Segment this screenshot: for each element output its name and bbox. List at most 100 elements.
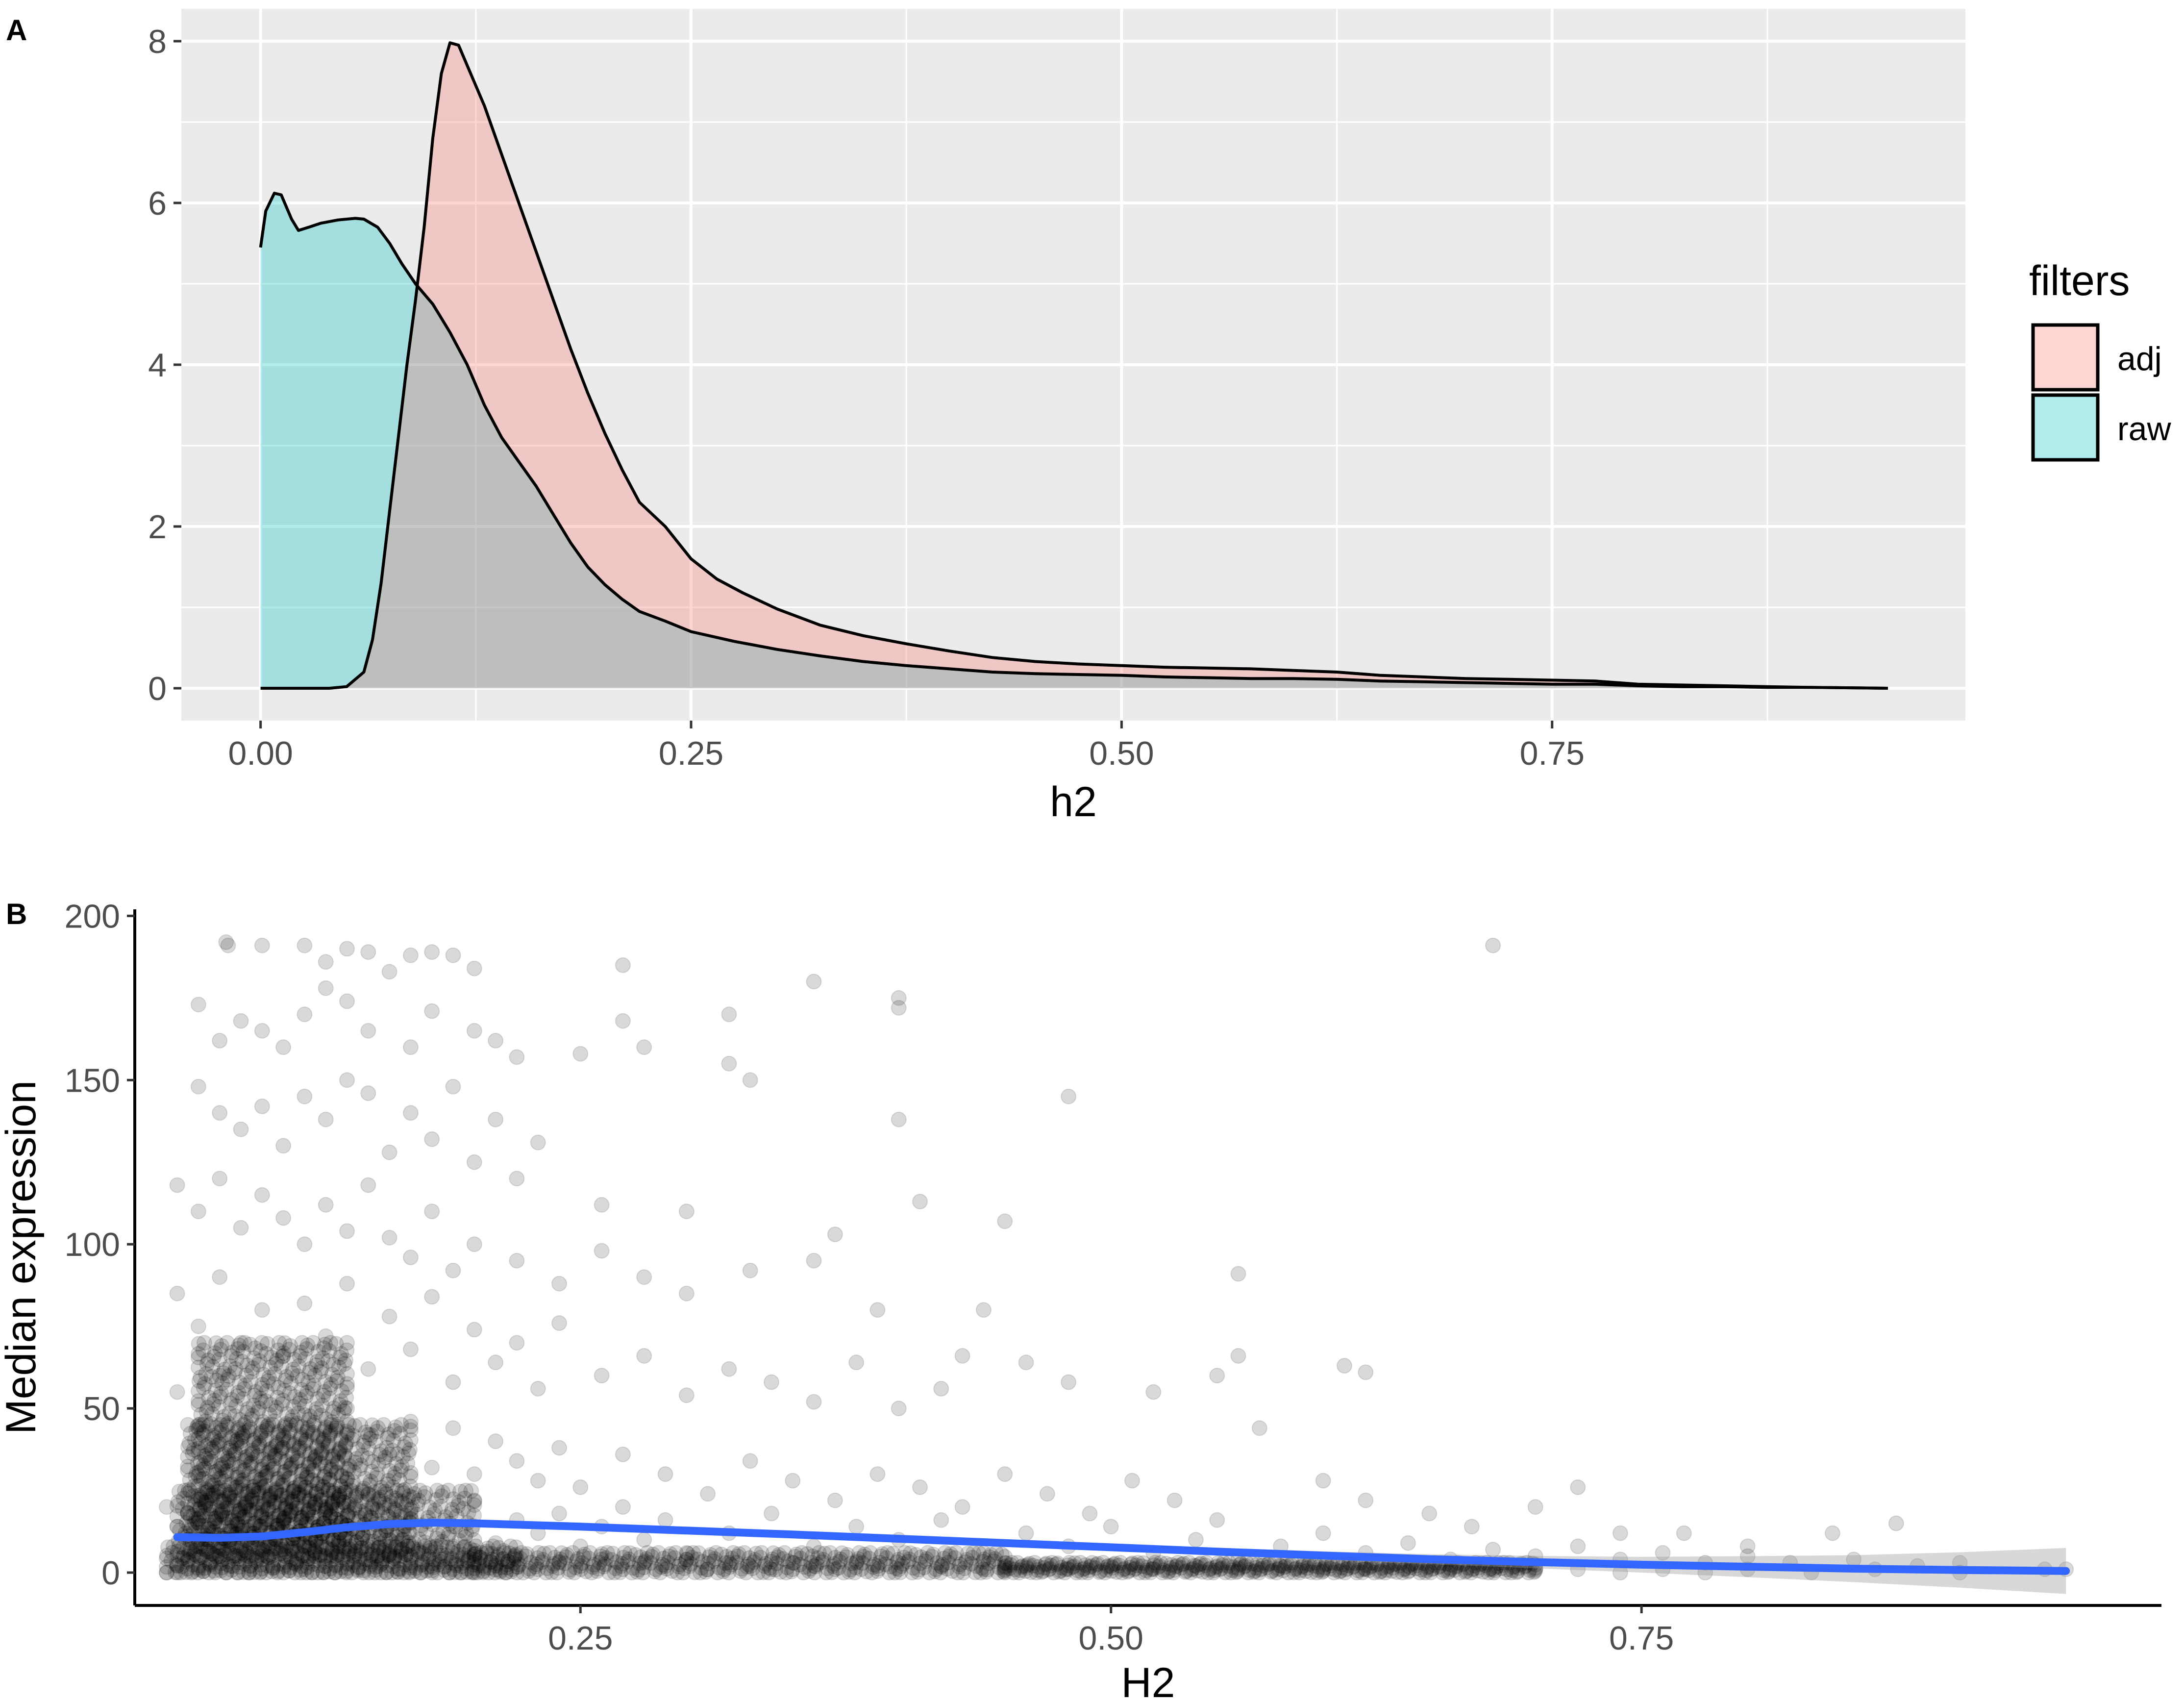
scatter-point — [806, 1394, 822, 1410]
scatter-point — [313, 1547, 329, 1563]
scatter-point — [385, 1432, 401, 1449]
scatter-point — [184, 1518, 200, 1534]
scatter-point — [402, 1505, 419, 1522]
scatter-point — [615, 1561, 631, 1577]
scatter-point — [212, 1479, 228, 1496]
scatter-point — [345, 1557, 361, 1573]
scatter-point — [187, 1546, 203, 1562]
scatter-point — [414, 1556, 430, 1572]
scatter-point — [448, 1556, 464, 1572]
scatter-point — [427, 1541, 444, 1557]
scatter-point — [307, 1494, 323, 1510]
scatter-point — [347, 1544, 363, 1560]
scatter-point — [212, 1492, 228, 1508]
scatter-point — [317, 1505, 333, 1522]
scatter-point — [190, 1488, 206, 1503]
scatter-point — [201, 1474, 217, 1490]
scatter-point — [235, 1391, 251, 1407]
scatter-point — [283, 1460, 299, 1476]
scatter-point — [209, 1499, 225, 1515]
scatter-point — [331, 1359, 347, 1376]
scatter-point — [377, 1532, 394, 1549]
scatter-point — [384, 1442, 400, 1458]
scatter-point — [297, 1006, 313, 1023]
scatter-point — [848, 1554, 865, 1571]
scatter-point — [342, 1541, 358, 1557]
scatter-point — [336, 1494, 352, 1510]
scatter-point — [528, 1556, 545, 1573]
scatter-point — [317, 1548, 333, 1564]
scatter-point — [214, 1552, 230, 1568]
scatter-point — [396, 1528, 412, 1544]
scatter-point — [539, 1560, 555, 1577]
scatter-point — [764, 1561, 779, 1577]
scatter-point — [194, 1508, 210, 1524]
scatter-point — [299, 1506, 316, 1523]
scatter-point — [312, 1539, 328, 1555]
scatter-point — [389, 1446, 405, 1462]
scatter-point — [308, 1448, 324, 1464]
scatter-point — [473, 1545, 489, 1561]
scatter-point — [339, 1072, 355, 1088]
scatter-point — [311, 1508, 327, 1524]
scatter-point — [248, 1384, 264, 1400]
scatter-point — [321, 1564, 337, 1580]
scatter-point — [381, 1546, 397, 1562]
scatter-point — [305, 1463, 321, 1479]
scatter-point — [395, 1483, 411, 1499]
scatter-point — [281, 1432, 297, 1449]
scatter-point — [234, 1353, 250, 1370]
scatter-point — [239, 1448, 255, 1464]
scatter-point — [466, 1466, 482, 1482]
scatter-point — [187, 1515, 203, 1531]
scatter-point — [221, 1452, 237, 1469]
scatter-point — [245, 1360, 261, 1376]
scatter-point — [190, 1203, 206, 1220]
scatter-point — [299, 1337, 316, 1353]
scatter-point — [223, 1348, 239, 1364]
scatter-point — [254, 937, 270, 953]
scatter-point — [466, 1557, 481, 1573]
scatter-point — [322, 1508, 338, 1525]
scatter-point — [201, 1390, 217, 1405]
scatter-point — [201, 1517, 218, 1533]
scatter-point — [324, 1495, 341, 1511]
scatter-point — [466, 1548, 482, 1564]
scatter-point — [321, 1482, 337, 1498]
scatter-point — [297, 1295, 313, 1311]
scatter-point — [358, 1502, 374, 1518]
scatter-point — [678, 1387, 695, 1403]
scatter-point — [721, 1055, 737, 1072]
scatter-point — [1570, 1479, 1586, 1495]
scatter-point — [1103, 1558, 1119, 1574]
scatter-point — [316, 1554, 332, 1570]
scatter-point — [464, 1564, 480, 1580]
scatter-point — [254, 1546, 271, 1562]
scatter-point — [324, 1493, 341, 1509]
scatter-point — [406, 1486, 422, 1502]
scatter-point — [325, 1356, 342, 1373]
scatter-point — [274, 1440, 291, 1456]
scatter-point — [377, 1483, 393, 1500]
scatter-point — [243, 1458, 259, 1475]
scatter-point — [396, 1485, 412, 1502]
scatter-point — [212, 1269, 228, 1285]
scatter-point — [224, 1513, 240, 1529]
scatter-point — [294, 1419, 310, 1435]
scatter-point — [343, 1531, 359, 1548]
scatter-point — [933, 1380, 949, 1397]
scatter-point — [305, 1546, 321, 1562]
scatter-point — [208, 1420, 224, 1436]
scatter-point — [700, 1561, 716, 1577]
scatter-point — [250, 1495, 266, 1511]
scatter-point — [827, 1492, 843, 1508]
scatter-point — [488, 1111, 504, 1127]
scatter-point — [257, 1483, 273, 1499]
scatter-point — [308, 1357, 324, 1374]
scatter-point — [764, 1374, 779, 1390]
scatter-point — [275, 1512, 292, 1528]
scatter-point — [402, 1341, 419, 1357]
scatter-point — [262, 1490, 278, 1506]
scatter-point — [282, 1461, 298, 1477]
scatter-point — [243, 1502, 259, 1518]
